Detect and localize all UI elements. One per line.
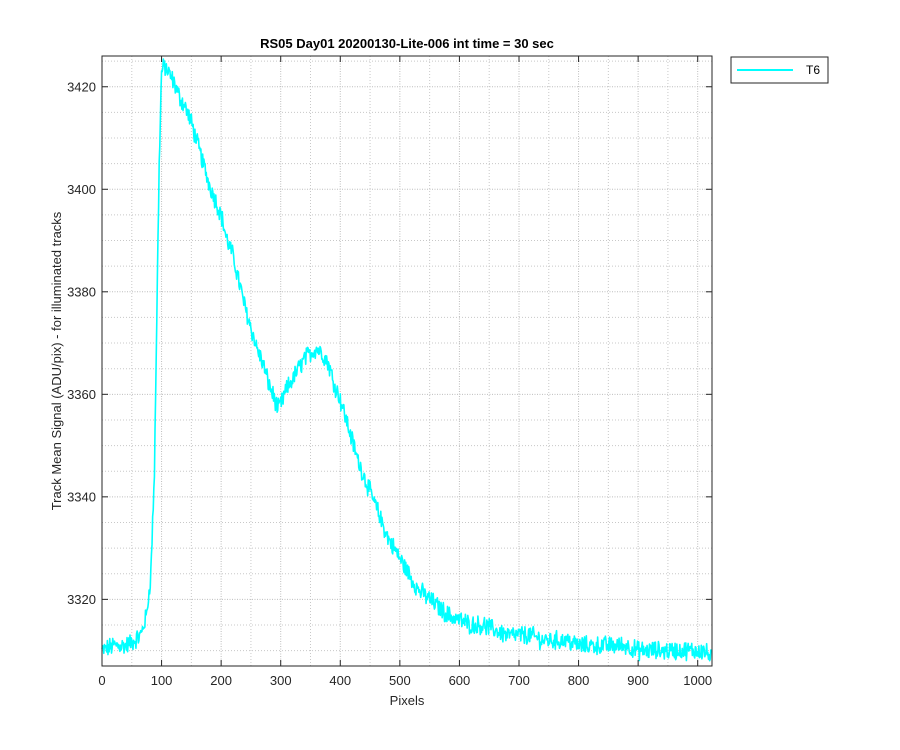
x-tick-label: 300 (270, 673, 292, 688)
plot-frame (101, 55, 713, 667)
x-tick-label: 200 (210, 673, 232, 688)
series-layer (101, 58, 713, 662)
series-line-t6 (101, 58, 713, 662)
y-tick-label: 3360 (67, 387, 96, 402)
y-tick-label: 3380 (67, 284, 96, 299)
legend-label-t6: T6 (806, 63, 820, 77)
x-tick-label: 400 (329, 673, 351, 688)
ticks: 0 100 200 300 400 500 600 700 800 900 1000 3320 3340… (67, 56, 712, 688)
chart-title: RS05 Day01 20200130-Lite-006 int time = … (260, 36, 554, 51)
x-tick-label: 700 (508, 673, 530, 688)
grid (101, 56, 712, 666)
x-tick-label: 900 (627, 673, 649, 688)
plot-area (102, 56, 712, 666)
y-tick-label: 3400 (67, 182, 96, 197)
y-tick-label: 3320 (67, 592, 96, 607)
x-tick-label: 600 (449, 673, 471, 688)
x-tick-label: 100 (151, 673, 173, 688)
x-tick-label: 0 (98, 673, 105, 688)
x-tick-label: 800 (568, 673, 590, 688)
y-tick-label: 3420 (67, 79, 96, 94)
x-tick-label: 500 (389, 673, 411, 688)
x-tick-label: 1000 (683, 673, 712, 688)
y-tick-label: 3340 (67, 489, 96, 504)
y-axis-label: Track Mean Signal (ADU/pix) - for illumi… (49, 211, 64, 510)
x-axis-label: Pixels (390, 693, 425, 708)
legend: T6 (730, 56, 829, 84)
